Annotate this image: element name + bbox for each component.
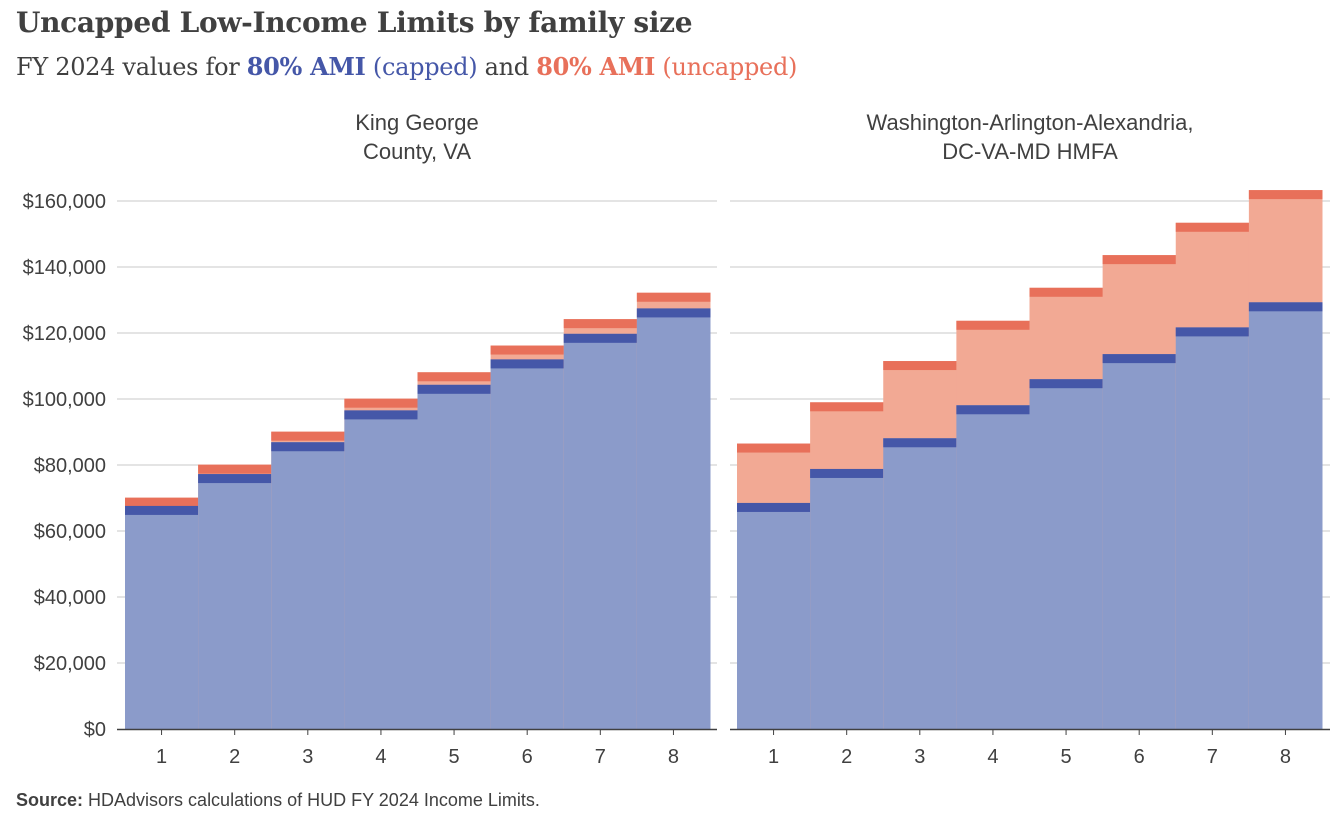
y-tick-label: $0 xyxy=(84,719,106,741)
uncapped-value-line xyxy=(417,372,492,382)
capped-value-line xyxy=(1029,379,1104,389)
x-tick-label: 5 xyxy=(449,746,460,768)
capped-area-step xyxy=(1248,302,1323,729)
subtitle-capped-rest: (capped) xyxy=(365,53,478,81)
x-tick-label: 5 xyxy=(1061,746,1072,768)
capped-value-line xyxy=(417,384,492,394)
capped-value-line xyxy=(810,468,884,478)
uncapped-value-line xyxy=(956,320,1030,330)
capped-value-line xyxy=(125,505,199,515)
capped-value-line xyxy=(1102,354,1177,364)
x-tick-label: 3 xyxy=(302,746,313,768)
capped-value-line xyxy=(883,438,957,448)
y-tick-label: $20,000 xyxy=(34,653,106,675)
uncapped-value-line xyxy=(563,319,638,329)
chart-subtitle: FY 2024 values for 80% AMI (capped) and … xyxy=(16,52,797,81)
subtitle-capped-bold: 80% AMI xyxy=(246,52,366,81)
x-tick-label: 4 xyxy=(375,746,386,768)
x-tick-label: 6 xyxy=(522,746,533,768)
capped-area-step xyxy=(344,410,418,729)
y-tick-label: $80,000 xyxy=(34,455,106,477)
source-text: HDAdvisors calculations of HUD FY 2024 I… xyxy=(83,790,540,810)
capped-value-line xyxy=(198,474,272,484)
x-tick-label: 8 xyxy=(1280,746,1291,768)
chart-title: Uncapped Low-Income Limits by family siz… xyxy=(16,6,693,39)
source-label: Source: xyxy=(16,790,84,810)
y-tick-label: $40,000 xyxy=(34,587,106,609)
uncapped-value-line xyxy=(883,361,957,371)
capped-value-line xyxy=(1175,327,1250,337)
x-tick-label: 6 xyxy=(1134,746,1145,768)
capped-area-step xyxy=(810,468,884,729)
panel-title-line: DC-VA-MD HMFA xyxy=(942,139,1118,164)
y-tick-label: $140,000 xyxy=(23,257,106,279)
capped-area-step xyxy=(125,505,199,729)
capped-area-step xyxy=(956,405,1030,729)
uncapped-value-line xyxy=(271,431,345,441)
x-tick-label: 2 xyxy=(841,746,852,768)
capped-value-line xyxy=(956,405,1030,415)
x-tick-label: 1 xyxy=(768,746,779,768)
x-tick-label: 1 xyxy=(156,746,167,768)
panel-title-washington: Washington-Arlington-Alexandria, DC-VA-MD… xyxy=(730,108,1330,166)
uncapped-value-line xyxy=(198,464,272,474)
capped-area-step xyxy=(490,359,565,729)
uncapped-value-line xyxy=(1175,222,1250,232)
capped-value-line xyxy=(490,359,565,369)
capped-area-step xyxy=(1175,327,1250,729)
capped-value-line xyxy=(271,442,345,452)
subtitle-uncapped-rest: (uncapped) xyxy=(655,53,798,81)
y-tick-label: $160,000 xyxy=(23,191,106,213)
uncapped-value-line xyxy=(1248,190,1323,200)
source-note: Source: HDAdvisors calculations of HUD F… xyxy=(16,790,540,811)
x-tick-label: 7 xyxy=(1207,746,1218,768)
capped-value-line xyxy=(1248,302,1323,312)
capped-area-step xyxy=(271,442,345,729)
capped-area-step xyxy=(417,384,492,729)
x-tick-label: 7 xyxy=(595,746,606,768)
uncapped-value-line xyxy=(737,443,811,453)
uncapped-value-line xyxy=(1029,287,1104,297)
capped-value-line xyxy=(636,308,711,318)
capped-area-step xyxy=(198,474,272,729)
uncapped-value-line xyxy=(1102,255,1177,265)
y-tick-label: $60,000 xyxy=(34,521,106,543)
subtitle-uncapped-label: 80% AMI (uncapped) xyxy=(536,52,798,81)
capped-value-line xyxy=(737,502,811,512)
uncapped-value-line xyxy=(810,402,884,412)
x-tick-label: 3 xyxy=(914,746,925,768)
chart-canvas: $0 $20,000 $40,000 $60,000 $80,000 $100,000 $1… xyxy=(23,190,1330,768)
panel-title-line: County, VA xyxy=(362,139,471,164)
uncapped-value-line xyxy=(490,345,565,355)
uncapped-value-line xyxy=(344,398,418,408)
capped-area-step xyxy=(883,438,957,729)
x-tick-label: 4 xyxy=(987,746,998,768)
subtitle-middle: and xyxy=(477,53,537,81)
capped-value-line xyxy=(563,333,638,343)
uncapped-value-line xyxy=(125,497,199,507)
capped-area-step xyxy=(737,502,811,729)
panel-title-king-george: King George County, VA xyxy=(117,108,717,166)
y-tick-label: $100,000 xyxy=(23,389,106,411)
panel-title-line: King George xyxy=(355,110,479,135)
capped-area-step xyxy=(1102,354,1177,729)
capped-value-line xyxy=(344,410,418,420)
subtitle-capped-label: 80% AMI (capped) xyxy=(246,52,478,81)
panel-title-line: Washington-Arlington-Alexandria, xyxy=(866,110,1194,135)
uncapped-value-line xyxy=(636,292,711,302)
capped-area-step xyxy=(563,333,638,729)
subtitle-uncapped-bold: 80% AMI xyxy=(536,52,656,81)
capped-area-step xyxy=(1029,379,1104,729)
capped-area-step xyxy=(636,308,711,729)
y-tick-label: $120,000 xyxy=(23,323,106,345)
subtitle-prefix: FY 2024 values for xyxy=(16,53,247,81)
x-tick-label: 2 xyxy=(229,746,240,768)
x-tick-label: 8 xyxy=(668,746,679,768)
